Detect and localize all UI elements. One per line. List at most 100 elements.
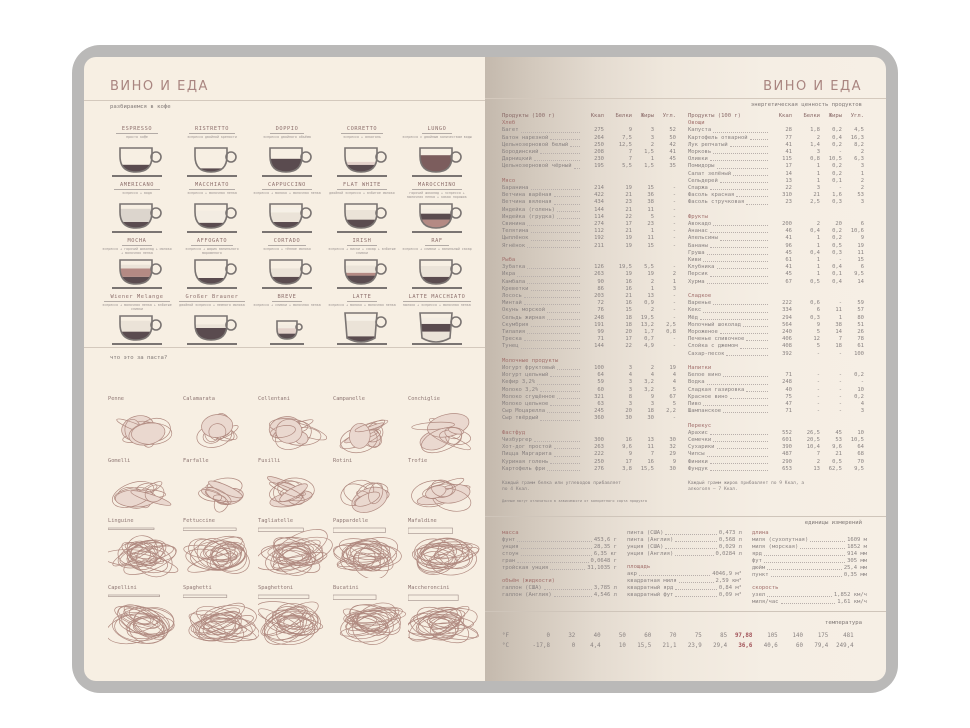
kcal-value: 264 bbox=[594, 134, 604, 141]
carbs-value: 4 bbox=[860, 401, 864, 408]
table-row: Ягнёнок 211 19 15 - bbox=[502, 243, 676, 250]
section-title: Фрукты bbox=[688, 213, 708, 220]
fat-value: 21 bbox=[835, 451, 842, 458]
dot-leader bbox=[749, 135, 768, 140]
product-name: Картофель отварной bbox=[688, 134, 748, 141]
fat-value: 20 bbox=[835, 221, 842, 228]
pasta-name: Pappardelle bbox=[333, 518, 369, 524]
pasta-name: Tagliatelle bbox=[258, 518, 294, 524]
pasta-card: Capellini bbox=[105, 574, 184, 649]
carbs-value: 68 bbox=[857, 451, 864, 458]
coffee-layer bbox=[277, 333, 297, 339]
fat-value: 0,5 bbox=[832, 458, 842, 465]
pasta-name: Fettuccine bbox=[183, 518, 215, 524]
units-group-title: объём (жидкости) bbox=[502, 578, 555, 584]
section-title: Овощи bbox=[688, 120, 705, 127]
unit-value: 0,0648 г bbox=[590, 558, 618, 564]
fat-value: 3 bbox=[650, 134, 654, 141]
dot-leader bbox=[527, 264, 580, 270]
cup-icon bbox=[112, 259, 162, 289]
page-title: ВИНО И ЕДА bbox=[110, 79, 209, 94]
table-row: Груша 45 0,4 0,3 11 bbox=[688, 250, 864, 257]
kcal-value: 63 bbox=[597, 401, 604, 408]
coffee-card: LUNGO эспрессо с двойным количеством воды bbox=[400, 115, 474, 182]
dot-leader bbox=[550, 372, 580, 378]
nutrition-table-right: Продукты (100 г) Ккал Белки Жиры Угл. Овощи Ка… bbox=[688, 113, 864, 493]
product-name: Йогурт цельный bbox=[502, 372, 549, 379]
kcal-value: 71 bbox=[785, 372, 792, 379]
dot-leader bbox=[533, 437, 580, 443]
protein-value: - bbox=[816, 401, 820, 408]
unit-row: унция (США) 0,029 л bbox=[627, 544, 742, 551]
dot-leader bbox=[742, 322, 768, 328]
unit-row: квадратный фут 0,09 м² bbox=[627, 592, 742, 599]
coffee-card: LATTE эспрессо + молоко + молочная пенка bbox=[325, 283, 399, 350]
table-row: Икра 263 19 19 2 bbox=[502, 271, 676, 278]
product-name: Авокадо bbox=[688, 221, 712, 228]
kcal-value: 240 bbox=[782, 329, 792, 336]
section-title: Напитки bbox=[688, 365, 712, 372]
dot-leader bbox=[739, 343, 768, 349]
coffee-layer bbox=[345, 210, 377, 220]
pasta-illustration bbox=[105, 594, 175, 645]
dot-leader bbox=[550, 135, 580, 140]
unit-name: квадратный фут bbox=[627, 592, 674, 598]
carbs-value: - bbox=[672, 343, 676, 350]
product-name: Баранина bbox=[502, 185, 529, 192]
protein-value: 20 bbox=[625, 329, 632, 336]
fat-value: 0,2 bbox=[832, 235, 842, 242]
carbs-value: 3 bbox=[860, 163, 864, 170]
dot-leader bbox=[746, 199, 768, 205]
kcal-value: 653 bbox=[782, 465, 792, 472]
left-page: ВИНО И ЕДА разбираемся в кофе ESPRESSO пр… bbox=[84, 57, 485, 681]
coffee-description: эспрессо + сливки + ванильный сахар bbox=[402, 247, 472, 251]
kcal-value: 222 bbox=[782, 300, 792, 307]
product-name: Лосось bbox=[502, 293, 522, 300]
coffee-description: эспрессо + молоко + молочная пенка bbox=[328, 303, 396, 307]
protein-value: 10,4 bbox=[806, 444, 820, 451]
kcal-value: 294 bbox=[782, 314, 792, 321]
unit-name: унция (США) bbox=[627, 544, 664, 550]
pasta-illustration bbox=[116, 415, 173, 448]
carbs-value: 61 bbox=[857, 343, 864, 350]
kcal-value: 40 bbox=[785, 386, 792, 393]
kcal-value: 601 bbox=[782, 437, 792, 444]
pasta-card: Fettuccine bbox=[182, 507, 259, 582]
kcal-value: 72 bbox=[597, 300, 604, 307]
table-row: Кефир 3,2% 59 3 3,2 4 bbox=[502, 379, 676, 386]
kcal-value: 96 bbox=[785, 242, 792, 249]
product-name: Печенье сливочное bbox=[688, 336, 745, 343]
dot-leader bbox=[675, 592, 717, 597]
table-row: Чипсы 487 7 21 68 bbox=[688, 451, 864, 458]
protein-value: 7,5 bbox=[622, 134, 632, 141]
coffee-card: RISTRETTO эспрессо двойной крепости bbox=[175, 115, 249, 182]
protein-value: 1 bbox=[816, 271, 820, 278]
carbs-value: - bbox=[672, 300, 676, 307]
page-subtitle: энергетическая ценность продуктов bbox=[750, 102, 862, 108]
pasta-name: Mafaldine bbox=[408, 518, 437, 524]
dot-leader bbox=[530, 185, 580, 191]
product-name: Спаржа bbox=[688, 185, 708, 192]
unit-name: галлон (США) bbox=[502, 585, 542, 591]
coffee-name: RISTRETTO bbox=[188, 126, 236, 134]
protein-value: 3 bbox=[628, 401, 632, 408]
carbs-value: 2 bbox=[860, 177, 864, 184]
fat-value: 1 bbox=[650, 156, 654, 163]
product-name: Морковь bbox=[688, 149, 712, 156]
coffee-card: IRISH эспрессо + виски + сахар + взбитые … bbox=[325, 227, 399, 294]
protein-value: 12 bbox=[813, 336, 820, 343]
unit-value: 25,4 мм bbox=[843, 565, 867, 571]
note: Каждый грамм белка или углеводов прибавл… bbox=[502, 481, 621, 493]
carbs-value: - bbox=[672, 336, 676, 343]
protein-value: 17 bbox=[625, 458, 632, 465]
pasta-subtitle: что это за паста? bbox=[110, 355, 168, 361]
coffee-layer bbox=[345, 164, 377, 172]
table-row: Ветчина вяленая 434 23 38 - bbox=[502, 199, 676, 206]
pasta-illustration bbox=[268, 416, 328, 450]
unit-name: унция bbox=[502, 544, 519, 550]
dot-leader bbox=[537, 379, 580, 385]
fat-value: 13,2 bbox=[640, 321, 654, 328]
protein-value: 18 bbox=[625, 314, 632, 321]
kcal-value: 195 bbox=[594, 163, 604, 170]
fat-value: - bbox=[838, 185, 842, 192]
